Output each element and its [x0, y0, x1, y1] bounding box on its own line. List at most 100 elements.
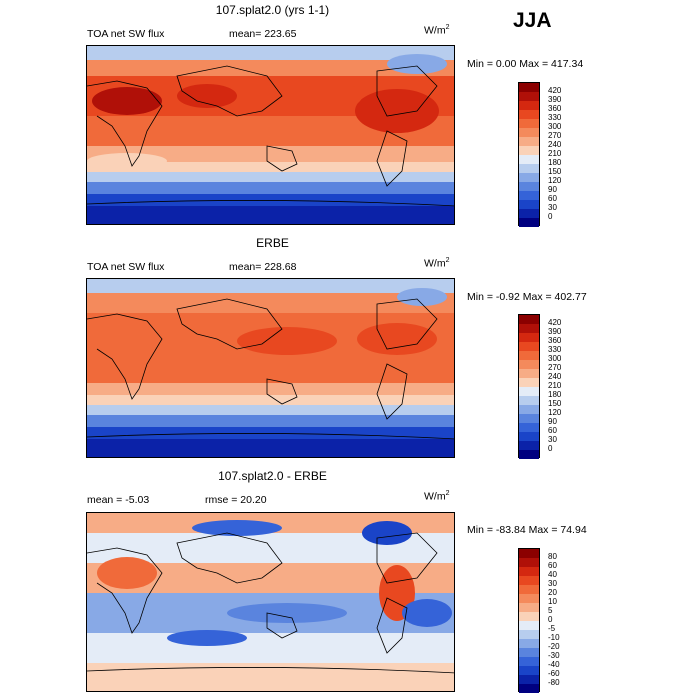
colorbar-tick-label: -5 — [548, 624, 556, 633]
colorbar-tick-label: 90 — [548, 185, 557, 194]
colorbar-swatch — [519, 83, 539, 92]
colorbar-tick-label: 150 — [548, 399, 562, 408]
colorbar-tick-label: -80 — [548, 678, 560, 687]
colorbar-swatch — [519, 119, 539, 128]
colorbar-swatch — [519, 585, 539, 594]
colorbar-swatch — [519, 630, 539, 639]
colorbar-tick-label: 360 — [548, 104, 562, 113]
colorbar-swatch — [519, 432, 539, 441]
panel3-minmax: Min = -83.84 Max = 74.94 — [467, 524, 587, 536]
colorbar-tick-label: 0 — [548, 444, 553, 453]
colorbar-tick-label: 60 — [548, 194, 557, 203]
colorbar-swatch — [519, 164, 539, 173]
panel2-title: ERBE — [256, 236, 289, 250]
colorbar-swatch — [519, 675, 539, 684]
panel2-mean: mean= 228.68 — [229, 261, 297, 273]
colorbar-swatch — [519, 182, 539, 191]
colorbar-tick-label: 180 — [548, 390, 562, 399]
panel3-title: 107.splat2.0 - ERBE — [218, 469, 327, 483]
colorbar-tick-label: 30 — [548, 579, 557, 588]
panel1-title: 107.splat2.0 (yrs 1-1) — [215, 3, 330, 17]
panel2-minmax: Min = -0.92 Max = 402.77 — [467, 291, 587, 303]
colorbar-swatch — [519, 549, 539, 558]
colorbar-tick-label: -30 — [548, 651, 560, 660]
panel2-map — [86, 278, 455, 458]
colorbar-tick-label: 80 — [548, 552, 557, 561]
colorbar-swatch — [519, 351, 539, 360]
colorbar-swatch — [519, 684, 539, 693]
colorbar-tick-label: 90 — [548, 417, 557, 426]
panel1-map — [86, 45, 455, 225]
colorbar-swatch — [519, 414, 539, 423]
colorbar-tick-label: 390 — [548, 95, 562, 104]
colorbar-swatch — [519, 612, 539, 621]
colorbar-tick-label: 120 — [548, 408, 562, 417]
colorbar-swatch — [519, 218, 539, 227]
colorbar-swatch — [519, 315, 539, 324]
colorbar-swatch — [519, 92, 539, 101]
colorbar-swatch — [519, 405, 539, 414]
colorbar-tick-label: 5 — [548, 606, 553, 615]
panel2-colorbar — [518, 314, 540, 459]
colorbar-tick-label: 270 — [548, 363, 562, 372]
colorbar-swatch — [519, 621, 539, 630]
panel3-colorbar — [518, 548, 540, 693]
panel3-units: W/m2 — [424, 490, 450, 503]
colorbar-swatch — [519, 396, 539, 405]
panel2-left-label: TOA net SW flux — [87, 261, 165, 273]
colorbar-swatch — [519, 441, 539, 450]
colorbar-tick-label: 60 — [548, 426, 557, 435]
colorbar-tick-label: 300 — [548, 122, 562, 131]
panel1-units: W/m2 — [424, 24, 450, 37]
colorbar-tick-label: 150 — [548, 167, 562, 176]
colorbar-tick-label: 390 — [548, 327, 562, 336]
colorbar-tick-label: -20 — [548, 642, 560, 651]
colorbar-swatch — [519, 173, 539, 182]
colorbar-swatch — [519, 576, 539, 585]
colorbar-tick-label: 180 — [548, 158, 562, 167]
colorbar-tick-label: 210 — [548, 149, 562, 158]
panel1-colorbar — [518, 82, 540, 227]
colorbar-tick-label: 330 — [548, 345, 562, 354]
colorbar-swatch — [519, 594, 539, 603]
colorbar-swatch — [519, 137, 539, 146]
panel3-rmse: rmse = 20.20 — [205, 494, 267, 506]
colorbar-swatch — [519, 603, 539, 612]
colorbar-swatch — [519, 369, 539, 378]
colorbar-tick-label: -60 — [548, 669, 560, 678]
colorbar-tick-label: 10 — [548, 597, 557, 606]
colorbar-tick-label: 240 — [548, 372, 562, 381]
colorbar-swatch — [519, 450, 539, 459]
panel1-minmax: Min = 0.00 Max = 417.34 — [467, 58, 584, 70]
colorbar-swatch — [519, 101, 539, 110]
colorbar-tick-label: -10 — [548, 633, 560, 642]
colorbar-tick-label: 0 — [548, 615, 553, 624]
colorbar-swatch — [519, 558, 539, 567]
colorbar-swatch — [519, 378, 539, 387]
colorbar-tick-label: 30 — [548, 203, 557, 212]
colorbar-tick-label: 270 — [548, 131, 562, 140]
colorbar-swatch — [519, 639, 539, 648]
colorbar-swatch — [519, 387, 539, 396]
colorbar-tick-label: 300 — [548, 354, 562, 363]
colorbar-tick-label: 420 — [548, 86, 562, 95]
colorbar-swatch — [519, 666, 539, 675]
colorbar-tick-label: 330 — [548, 113, 562, 122]
colorbar-tick-label: 210 — [548, 381, 562, 390]
colorbar-tick-label: 30 — [548, 435, 557, 444]
colorbar-swatch — [519, 324, 539, 333]
colorbar-tick-label: -40 — [548, 660, 560, 669]
colorbar-swatch — [519, 567, 539, 576]
colorbar-tick-label: 60 — [548, 561, 557, 570]
colorbar-swatch — [519, 155, 539, 164]
season-label: JJA — [513, 9, 552, 32]
colorbar-swatch — [519, 360, 539, 369]
colorbar-swatch — [519, 657, 539, 666]
colorbar-swatch — [519, 146, 539, 155]
colorbar-tick-label: 0 — [548, 212, 553, 221]
colorbar-tick-label: 120 — [548, 176, 562, 185]
colorbar-tick-label: 20 — [548, 588, 557, 597]
panel1-left-label: TOA net SW flux — [87, 28, 165, 40]
panel3-map — [86, 512, 455, 692]
colorbar-swatch — [519, 200, 539, 209]
